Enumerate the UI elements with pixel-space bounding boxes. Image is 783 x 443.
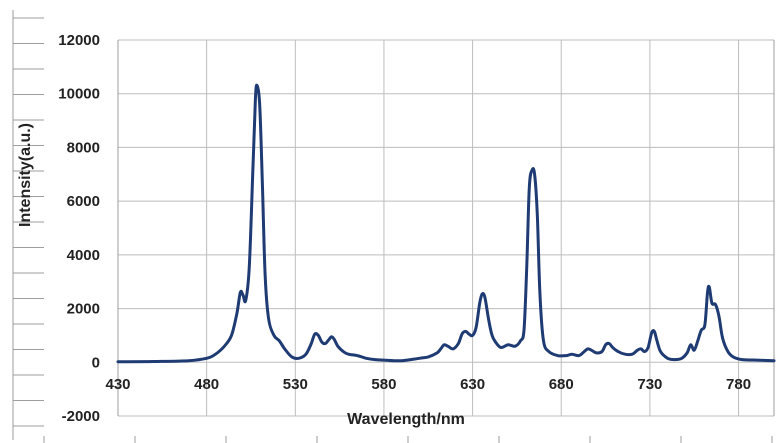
y-tick-label: 4000	[67, 247, 100, 264]
series-line	[116, 83, 776, 364]
y-tick-label: 6000	[67, 193, 100, 210]
x-tick-label: 630	[460, 376, 485, 393]
x-tick-label: 530	[283, 376, 308, 393]
x-tick-label: 430	[105, 376, 130, 393]
x-tick-label: 780	[726, 376, 751, 393]
x-tick-label: 730	[637, 376, 662, 393]
x-tick-labels: 430 480 530 580 630 680 730 780	[105, 376, 751, 393]
y-tick-label: 10000	[58, 86, 100, 103]
y-tick-label: 8000	[67, 139, 100, 156]
y-tick-label: -2000	[62, 408, 100, 425]
x-tick-label: 680	[549, 376, 574, 393]
x-tick-label: 480	[194, 376, 219, 393]
y-tick-labels: -2000 0 2000 4000 6000 8000 10000 12000	[58, 32, 100, 425]
y-tick-label: 2000	[67, 301, 100, 318]
outer-axis-tick-marks	[12, 10, 773, 443]
y-axis-title: Intensity(a.u.)	[17, 123, 34, 227]
x-axis-title: Wavelength/nm	[347, 411, 465, 428]
y-tick-label: 12000	[58, 32, 100, 49]
gridlines	[117, 39, 775, 417]
x-tick-label: 580	[371, 376, 396, 393]
y-tick-label: 0	[92, 354, 100, 371]
